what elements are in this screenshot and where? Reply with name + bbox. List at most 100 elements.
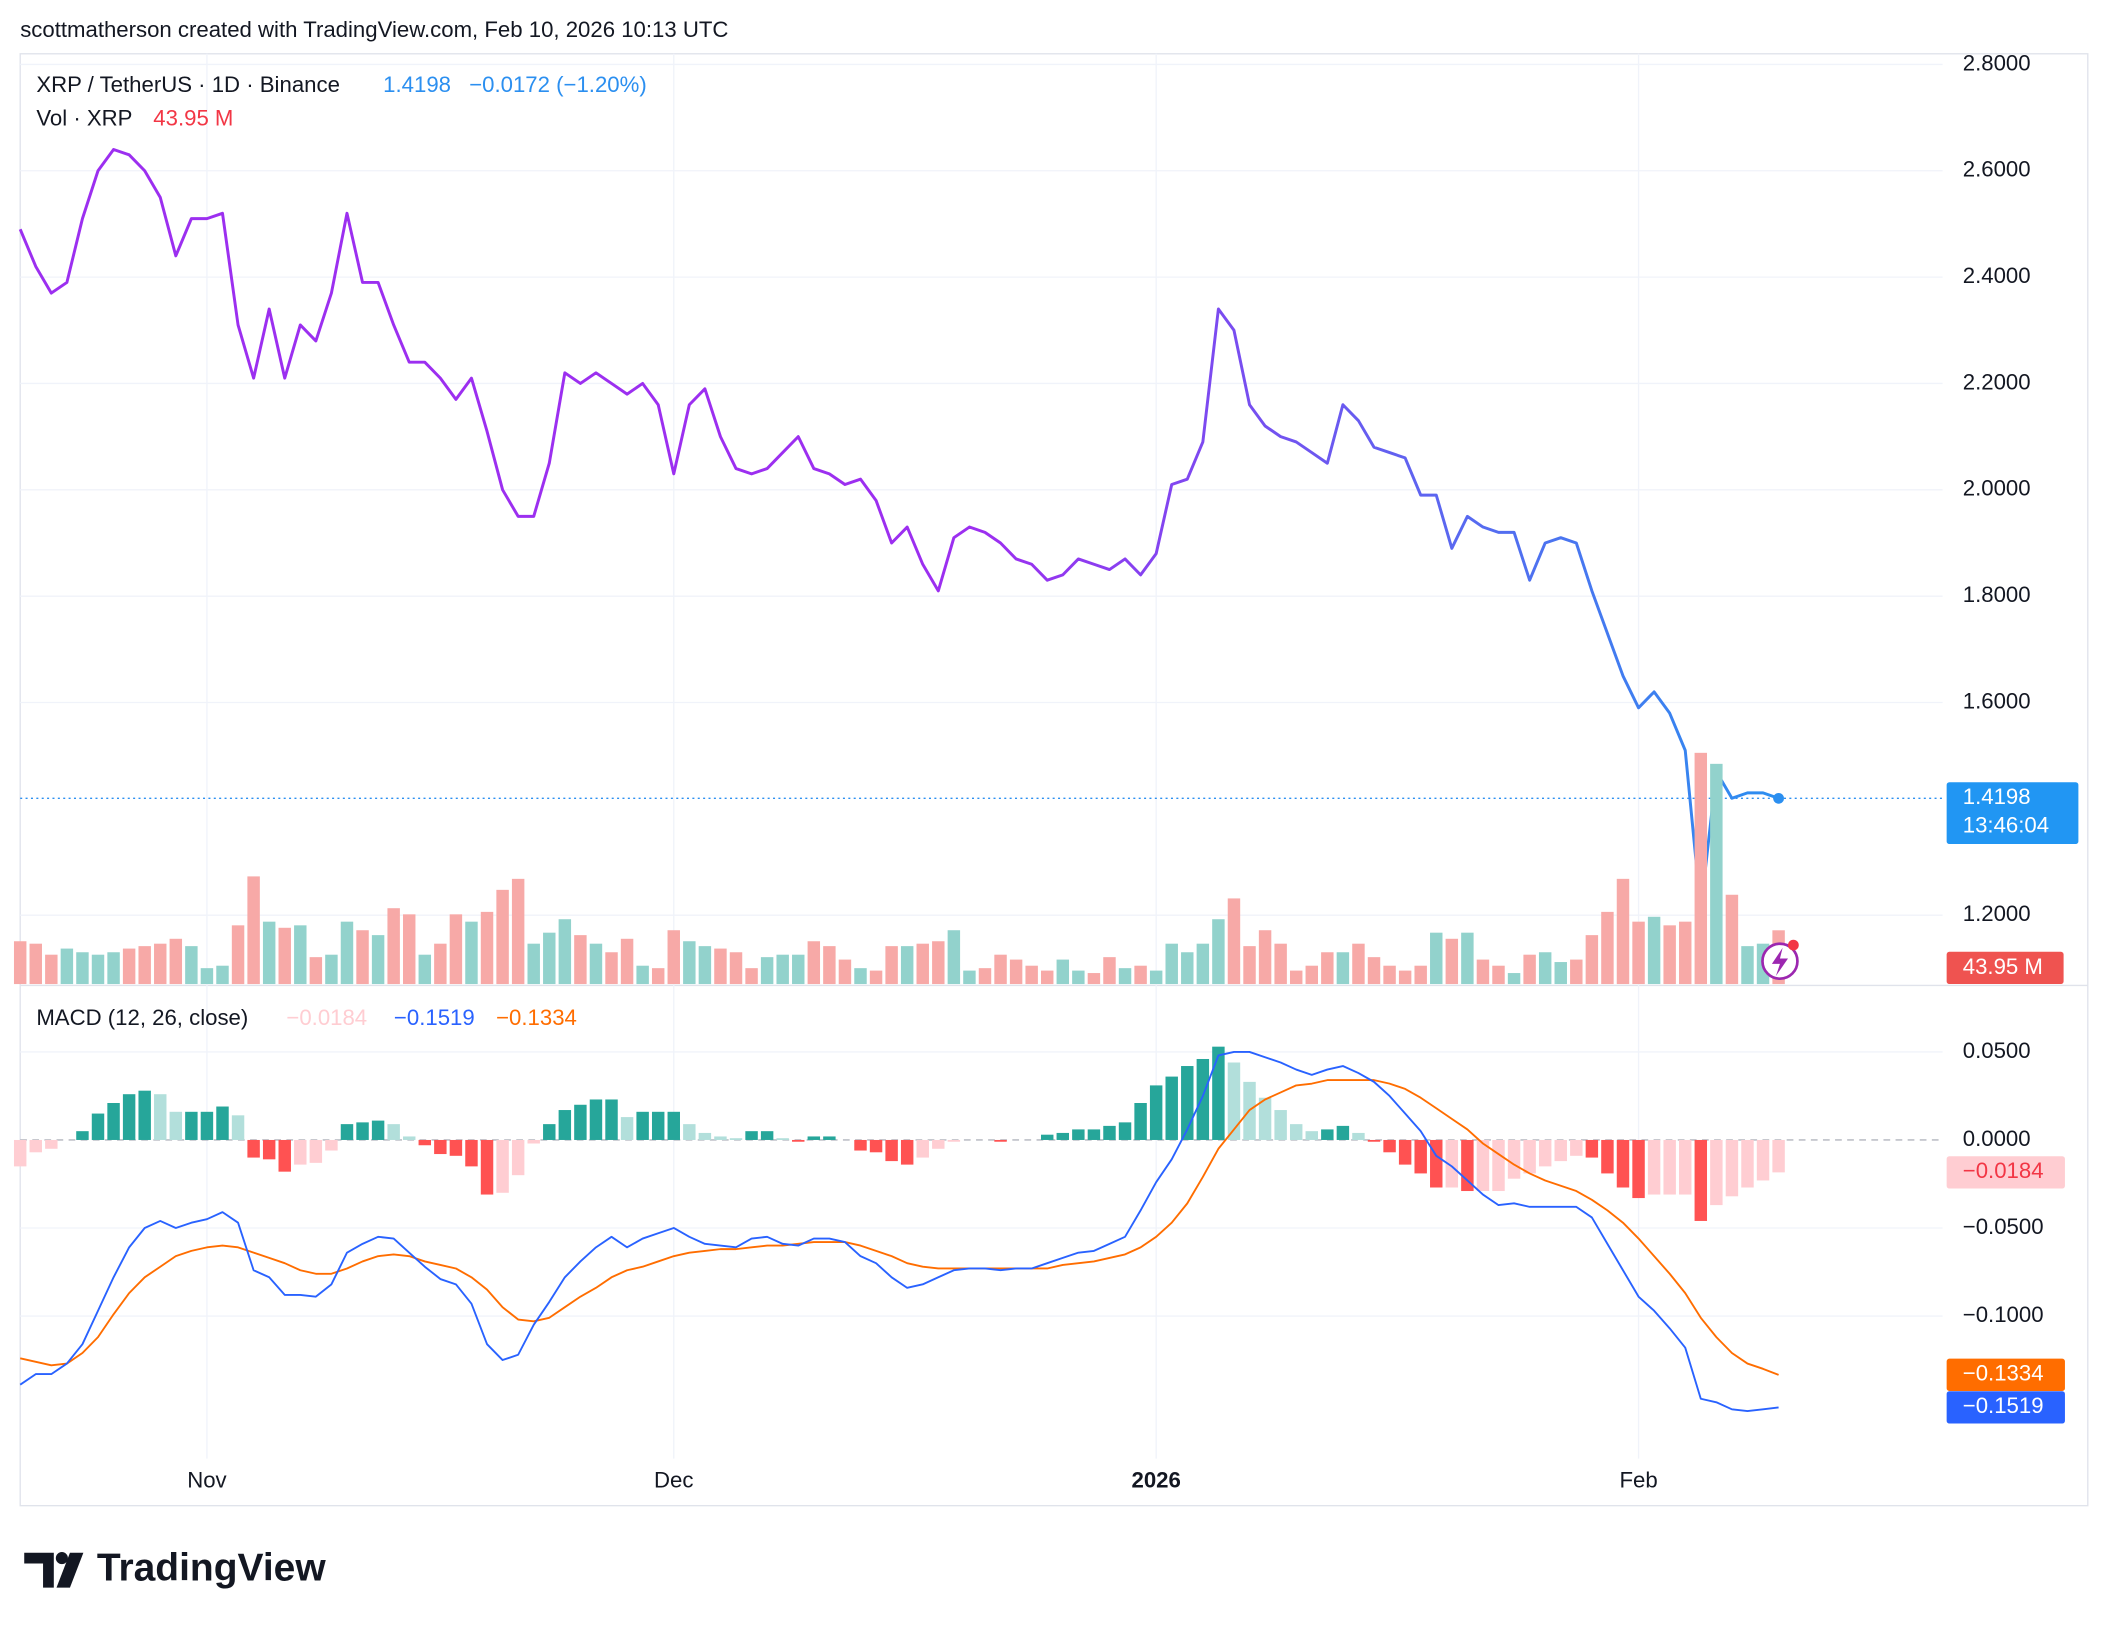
volume-bar xyxy=(605,952,618,985)
volume-bar xyxy=(1601,911,1614,985)
histogram-bar xyxy=(1367,1139,1381,1142)
volume-bar xyxy=(1741,946,1754,985)
volume-bar xyxy=(1398,970,1412,985)
volume-bar xyxy=(1523,954,1536,985)
histogram-bar xyxy=(620,1117,634,1140)
histogram-bar xyxy=(1663,1139,1676,1195)
x-tick-label: 2026 xyxy=(1131,1467,1180,1492)
histogram-bar xyxy=(1507,1139,1521,1179)
alert-icon-dot xyxy=(1788,939,1799,951)
volume-bar xyxy=(1149,970,1163,985)
histogram-bar xyxy=(760,1131,774,1140)
histogram-bar xyxy=(449,1139,463,1156)
volume-bar xyxy=(1367,957,1381,985)
histogram-bar xyxy=(776,1138,789,1140)
histogram-bar xyxy=(1601,1139,1614,1174)
volume-bar xyxy=(91,954,105,985)
volume-bar xyxy=(1009,959,1023,985)
histogram-bar xyxy=(558,1110,572,1140)
y-tick-label: 2.6000 xyxy=(1963,157,2031,182)
histogram-bar xyxy=(1725,1139,1739,1197)
histogram-bar xyxy=(900,1139,914,1165)
y-tick-label: −0.0500 xyxy=(1963,1214,2044,1239)
histogram-bar xyxy=(122,1094,136,1140)
volume-bar xyxy=(76,952,89,985)
volume-bar xyxy=(947,930,961,985)
volume-bar xyxy=(527,943,540,985)
y-tick-label: 2.8000 xyxy=(1963,50,2031,75)
volume-bar xyxy=(434,943,447,985)
histogram-bar xyxy=(994,1139,1007,1142)
volume-bar xyxy=(480,911,494,985)
histogram-bar xyxy=(1492,1139,1505,1192)
volume-bar xyxy=(1258,930,1272,985)
legend-title: XRP / TetherUS · 1D · Binance xyxy=(36,72,340,97)
histogram-bar xyxy=(1445,1139,1459,1188)
histogram-bar xyxy=(1694,1139,1708,1221)
histogram-bar xyxy=(169,1111,183,1140)
volume-bar xyxy=(1492,965,1505,985)
histogram-bar xyxy=(1118,1122,1132,1140)
histogram-bar xyxy=(200,1111,214,1140)
x-tick-label: Feb xyxy=(1619,1467,1657,1492)
histogram-bar xyxy=(1756,1139,1770,1181)
volume-bar xyxy=(1476,959,1490,985)
volume-label: 43.95 M xyxy=(1963,954,2043,979)
histogram-bar xyxy=(465,1139,478,1167)
histogram-bar xyxy=(511,1139,525,1176)
volume-bar xyxy=(1212,919,1225,985)
legend-price: 1.4198 xyxy=(383,72,451,97)
volume-bar xyxy=(1383,965,1396,985)
volume-bar xyxy=(154,943,167,985)
volume-bar xyxy=(1336,952,1350,985)
volume-bar xyxy=(543,932,556,985)
histogram-bar xyxy=(714,1136,727,1140)
histogram-bar xyxy=(543,1124,556,1140)
histogram-bar xyxy=(107,1103,120,1140)
macd-label: −0.1519 xyxy=(1963,1393,2044,1418)
histogram-bar xyxy=(1134,1103,1147,1140)
histogram-bar xyxy=(1647,1139,1661,1195)
volume-bar xyxy=(200,968,214,985)
histogram-bar xyxy=(932,1139,945,1149)
macd-line xyxy=(19,1051,1779,1413)
legend-signal: −0.1334 xyxy=(496,1005,577,1030)
volume-bar xyxy=(636,965,649,985)
volume-bar xyxy=(1414,965,1427,985)
volume-bar xyxy=(1585,935,1599,985)
volume-bar xyxy=(418,954,432,985)
histogram-bar xyxy=(418,1139,432,1146)
histogram-bar xyxy=(45,1139,58,1149)
histogram-bar xyxy=(792,1139,805,1142)
histogram-bar xyxy=(13,1139,27,1167)
histogram-bar xyxy=(1476,1139,1490,1192)
volume-bar xyxy=(932,941,945,985)
histogram-bar xyxy=(356,1122,369,1140)
volume-bar xyxy=(1274,943,1287,985)
histogram-bar xyxy=(1430,1139,1443,1188)
volume-bar xyxy=(60,948,74,985)
histogram-bar xyxy=(1632,1139,1645,1199)
histogram-bar xyxy=(91,1113,105,1140)
volume-bar xyxy=(122,948,136,985)
histogram-bar xyxy=(823,1136,836,1140)
histogram-bar xyxy=(589,1099,603,1140)
histogram-bar xyxy=(636,1111,649,1140)
volume-bar xyxy=(1538,952,1552,985)
volume-bar xyxy=(1134,965,1147,985)
histogram-label: −0.0184 xyxy=(1963,1158,2044,1183)
volume-bar xyxy=(1570,959,1583,985)
histogram-bar xyxy=(1087,1129,1101,1140)
volume-bar xyxy=(138,946,151,985)
volume-bar xyxy=(1041,970,1054,985)
volume-bar xyxy=(869,970,883,985)
volume-bar xyxy=(963,970,976,985)
histogram-bar xyxy=(1056,1132,1070,1140)
price-line xyxy=(18,148,1780,912)
histogram-bar xyxy=(745,1131,758,1140)
y-tick-label: −0.1000 xyxy=(1963,1302,2044,1327)
volume-bar xyxy=(29,943,42,985)
signal-label-box xyxy=(1946,1358,2065,1391)
volume-bar xyxy=(854,968,867,985)
